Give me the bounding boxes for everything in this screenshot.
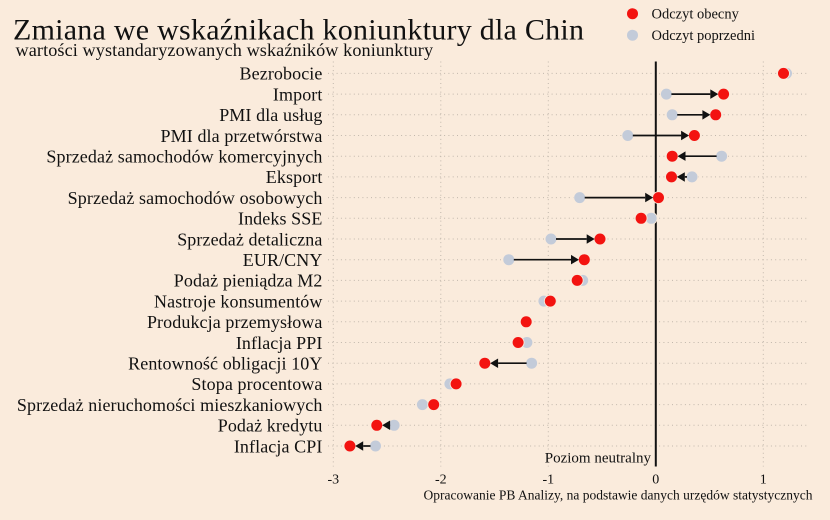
svg-text:Indeks SSE: Indeks SSE — [238, 209, 323, 229]
svg-text:-2: -2 — [435, 473, 447, 488]
svg-text:1: 1 — [760, 473, 767, 488]
svg-text:Nastroje konsumentów: Nastroje konsumentów — [154, 291, 322, 311]
svg-text:Odczyt poprzedni: Odczyt poprzedni — [652, 28, 755, 44]
svg-text:Poziom neutralny: Poziom neutralny — [545, 451, 652, 467]
svg-text:Zmiana we wskaźnikach koniunkt: Zmiana we wskaźnikach koniunktury dla Ch… — [13, 14, 584, 47]
svg-text:Sprzedaż samochodów osobowych: Sprzedaż samochodów osobowych — [68, 188, 323, 208]
svg-text:Opracowanie PB Analizy, na pod: Opracowanie PB Analizy, na podstawie dan… — [423, 488, 812, 503]
svg-text:PMI dla przetwórstwa: PMI dla przetwórstwa — [161, 126, 323, 146]
svg-text:Bezrobocie: Bezrobocie — [240, 64, 323, 84]
svg-text:Import: Import — [273, 84, 323, 104]
svg-text:0: 0 — [652, 473, 659, 488]
svg-text:Stopa procentowa: Stopa procentowa — [191, 374, 322, 394]
svg-text:Sprzedaż samochodów komercyjny: Sprzedaż samochodów komercyjnych — [46, 147, 322, 167]
svg-text:-3: -3 — [327, 473, 339, 488]
svg-text:Podaż pieniądza M2: Podaż pieniądza M2 — [174, 271, 323, 291]
svg-text:Odczyt obecny: Odczyt obecny — [652, 7, 740, 23]
svg-text:Podaż kredytu: Podaż kredytu — [218, 416, 323, 436]
svg-text:Inflacja CPI: Inflacja CPI — [234, 436, 323, 456]
svg-text:-1: -1 — [542, 473, 554, 488]
svg-text:wartości wystandaryzowanych ws: wartości wystandaryzowanych wskaźników k… — [16, 40, 434, 60]
svg-text:Rentowność obligacji 10Y: Rentowność obligacji 10Y — [128, 354, 322, 374]
svg-text:Inflacja PPI: Inflacja PPI — [236, 333, 323, 353]
svg-text:Produkcja przemysłowa: Produkcja przemysłowa — [147, 312, 323, 332]
svg-text:EUR/CNY: EUR/CNY — [243, 250, 323, 270]
svg-text:PMI dla usług: PMI dla usług — [219, 105, 322, 125]
svg-text:Eksport: Eksport — [266, 167, 323, 187]
svg-text:Sprzedaż detaliczna: Sprzedaż detaliczna — [177, 229, 322, 249]
svg-text:Sprzedaż nieruchomości mieszka: Sprzedaż nieruchomości mieszkaniowych — [17, 395, 323, 415]
